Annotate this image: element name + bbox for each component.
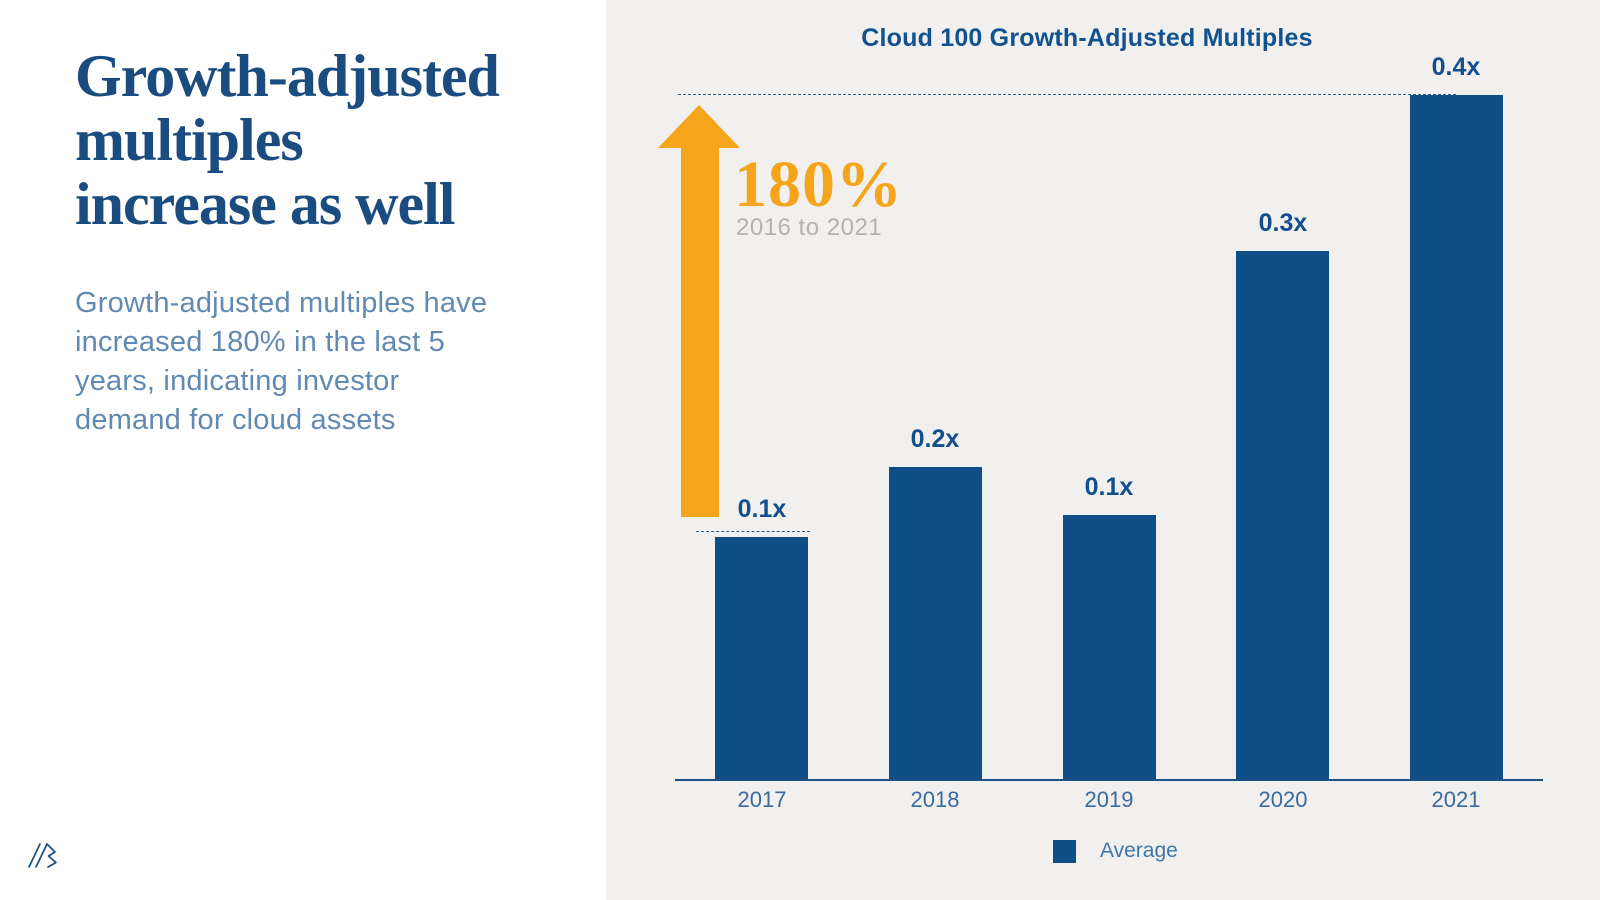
bvp-logo-icon bbox=[28, 843, 57, 868]
x-tick-label-2018: 2018 bbox=[910, 787, 960, 812]
bar-value-label-2019: 0.1x bbox=[1084, 473, 1134, 501]
up-arrow-icon bbox=[658, 105, 740, 517]
bar-value-label-2017: 0.1x bbox=[737, 495, 787, 523]
annotation-subtext: 2016 to 2021 bbox=[736, 214, 883, 241]
slide-subtitle: Growth-adjusted multiples have increased… bbox=[75, 287, 488, 436]
x-tick-label-2019: 2019 bbox=[1084, 787, 1134, 812]
chart-title: Cloud 100 Growth-Adjusted Multiples bbox=[861, 24, 1313, 52]
slide-title: Growth-adjusted multiples increase as we… bbox=[75, 43, 500, 237]
dashed-guide-1 bbox=[678, 94, 1456, 95]
bar-2021 bbox=[1410, 95, 1503, 780]
dashed-guide-0 bbox=[696, 531, 810, 532]
annotation-headline: 180% bbox=[734, 148, 903, 221]
legend: Average bbox=[1053, 839, 1178, 863]
bar-2017 bbox=[715, 537, 808, 780]
x-tick-label-2021: 2021 bbox=[1431, 787, 1481, 812]
bar-2020 bbox=[1236, 251, 1329, 780]
legend-swatch bbox=[1053, 839, 1076, 863]
legend-label: Average bbox=[1100, 839, 1178, 862]
bar-value-label-2021: 0.4x bbox=[1431, 53, 1481, 81]
bar-2018 bbox=[889, 467, 982, 780]
x-tick-label-2017: 2017 bbox=[737, 787, 787, 812]
x-axis-line bbox=[675, 779, 1543, 781]
bar-value-label-2018: 0.2x bbox=[910, 425, 960, 453]
bar-2019 bbox=[1063, 515, 1156, 780]
x-tick-label-2020: 2020 bbox=[1258, 787, 1308, 812]
bar-value-label-2020: 0.3x bbox=[1258, 209, 1308, 237]
